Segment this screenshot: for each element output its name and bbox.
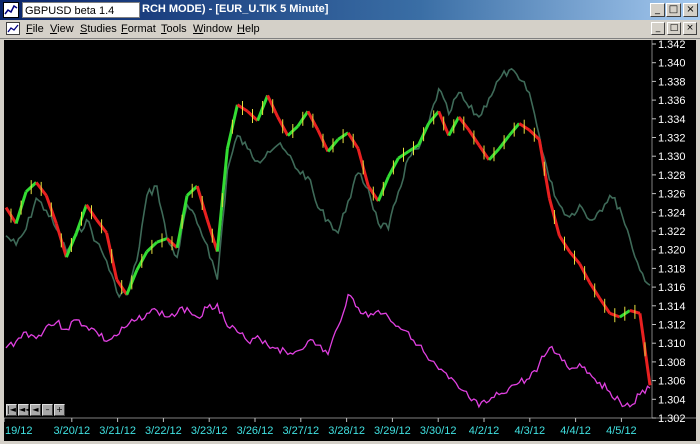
title-bar: GBPUSD beta 1.4 RCH MODE) - [EUR_U.TIK 5… bbox=[0, 0, 700, 20]
menu-studies[interactable]: Studies bbox=[80, 23, 117, 35]
y-tick-label: 1.314 bbox=[658, 301, 686, 313]
y-tick-label: 1.334 bbox=[658, 114, 686, 126]
indicator-series-line bbox=[5, 293, 651, 409]
x-tick-label: 3/28/12 bbox=[328, 425, 365, 437]
minimize-button[interactable]: _ bbox=[650, 3, 665, 17]
y-tick-label: 1.340 bbox=[658, 58, 686, 70]
x-tick-label: 4/3/12 bbox=[515, 425, 546, 437]
nav-fast-back-button[interactable]: ◄◄ bbox=[18, 404, 32, 416]
y-tick-label: 1.322 bbox=[658, 226, 686, 238]
y-tick-label: 1.332 bbox=[658, 133, 686, 145]
comparison-series-line bbox=[5, 67, 651, 299]
menu-tools[interactable]: Tools bbox=[161, 23, 187, 35]
x-tick-label: 3/21/12 bbox=[99, 425, 136, 437]
y-tick-label: 1.320 bbox=[658, 245, 686, 257]
menu-format[interactable]: Format bbox=[121, 23, 156, 35]
window-tab-label[interactable]: GBPUSD beta 1.4 bbox=[22, 2, 140, 18]
y-tick-label: 1.312 bbox=[658, 320, 686, 332]
y-tick-label: 1.338 bbox=[658, 76, 686, 88]
y-tick-label: 1.308 bbox=[658, 357, 686, 369]
y-tick-label: 1.328 bbox=[658, 170, 686, 182]
window-title: RCH MODE) - [EUR_U.TIK 5 Minute] bbox=[142, 3, 329, 15]
menu-file[interactable]: File bbox=[26, 23, 44, 35]
x-tick-label: 4/4/12 bbox=[560, 425, 591, 437]
y-tick-label: 1.330 bbox=[658, 151, 686, 163]
x-tick-label: 3/20/12 bbox=[53, 425, 90, 437]
x-tick-label: 3/27/12 bbox=[282, 425, 319, 437]
chart-app-icon[interactable] bbox=[3, 2, 19, 18]
menu-bar: File View Studies Format Tools Window He… bbox=[0, 20, 700, 39]
x-tick-label: 3/26/12 bbox=[237, 425, 274, 437]
x-tick-label: 3/30/12 bbox=[420, 425, 457, 437]
child-minimize-button[interactable]: _ bbox=[651, 22, 665, 35]
child-close-button[interactable]: × bbox=[683, 22, 697, 35]
y-tick-label: 1.302 bbox=[658, 413, 686, 425]
y-tick-label: 1.306 bbox=[658, 376, 686, 388]
y-tick-label: 1.316 bbox=[658, 282, 686, 294]
y-tick-label: 1.318 bbox=[658, 263, 686, 275]
menu-view[interactable]: View bbox=[50, 23, 74, 35]
price-series bbox=[4, 94, 652, 386]
nav-first-button[interactable]: |◄ bbox=[6, 404, 17, 416]
y-tick-label: 1.310 bbox=[658, 338, 686, 350]
x-tick-label: 4/2/12 bbox=[469, 425, 500, 437]
nav-back-button[interactable]: ◄ bbox=[30, 404, 41, 416]
y-tick-label: 1.326 bbox=[658, 189, 686, 201]
y-tick-label: 1.324 bbox=[658, 207, 686, 219]
x-tick-label: 3/22/12 bbox=[145, 425, 182, 437]
y-tick-label: 1.342 bbox=[658, 40, 686, 51]
x-tick-label: 3/23/12 bbox=[191, 425, 228, 437]
nav-zoom-out-button[interactable]: – bbox=[42, 404, 53, 416]
x-tick-label: 4/5/12 bbox=[606, 425, 637, 437]
menu-window[interactable]: Window bbox=[193, 23, 233, 35]
y-tick-label: 1.336 bbox=[658, 95, 686, 107]
x-tick-label: 3/29/12 bbox=[374, 425, 411, 437]
maximize-button[interactable]: □ bbox=[666, 3, 681, 17]
y-tick-label: 1.304 bbox=[658, 394, 686, 406]
close-button[interactable]: × bbox=[683, 3, 698, 17]
child-window-icon[interactable] bbox=[6, 22, 20, 35]
chart-area[interactable]: 1.342 1.340 1.338 1.336 1.334 1.332 1.330 1.328… bbox=[4, 40, 696, 441]
menu-help[interactable]: Help bbox=[237, 23, 260, 35]
price-chart[interactable]: 1.342 1.340 1.338 1.336 1.334 1.332 1.330 1.328… bbox=[4, 40, 696, 441]
nav-zoom-in-button[interactable]: + bbox=[54, 404, 65, 416]
child-restore-button[interactable]: □ bbox=[667, 22, 681, 35]
x-tick-label: 19/12 bbox=[5, 425, 33, 437]
